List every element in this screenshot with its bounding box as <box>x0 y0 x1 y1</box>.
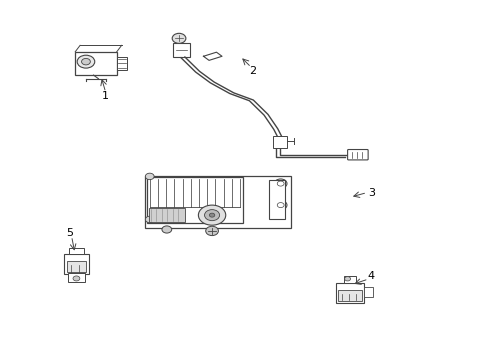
Circle shape <box>206 226 219 235</box>
Circle shape <box>277 181 284 186</box>
Bar <box>69 248 84 255</box>
Bar <box>64 255 89 274</box>
Bar <box>273 136 287 148</box>
Circle shape <box>274 179 287 188</box>
Circle shape <box>162 226 172 233</box>
Circle shape <box>73 276 80 281</box>
FancyBboxPatch shape <box>75 52 117 75</box>
Circle shape <box>198 205 226 225</box>
Bar <box>270 180 285 220</box>
Bar <box>147 177 243 223</box>
Text: 2: 2 <box>249 66 256 76</box>
Circle shape <box>204 210 220 221</box>
Circle shape <box>277 203 284 208</box>
Polygon shape <box>203 52 222 60</box>
Bar <box>117 57 127 70</box>
FancyBboxPatch shape <box>347 149 368 160</box>
Circle shape <box>81 58 90 65</box>
Bar <box>173 43 190 57</box>
Text: 1: 1 <box>102 91 109 101</box>
Circle shape <box>146 173 154 180</box>
Circle shape <box>146 216 154 223</box>
Circle shape <box>274 201 287 210</box>
Circle shape <box>77 55 95 68</box>
Bar <box>68 273 85 282</box>
Bar <box>145 176 292 228</box>
Text: 4: 4 <box>368 271 375 281</box>
Circle shape <box>344 276 350 281</box>
Bar <box>338 290 362 301</box>
Circle shape <box>172 33 186 43</box>
Bar <box>344 276 356 283</box>
Bar <box>364 287 373 297</box>
Text: 5: 5 <box>67 228 74 238</box>
Bar <box>67 261 86 273</box>
Bar <box>149 208 185 222</box>
Bar <box>336 283 364 303</box>
Text: 3: 3 <box>368 188 375 198</box>
Circle shape <box>209 213 215 217</box>
